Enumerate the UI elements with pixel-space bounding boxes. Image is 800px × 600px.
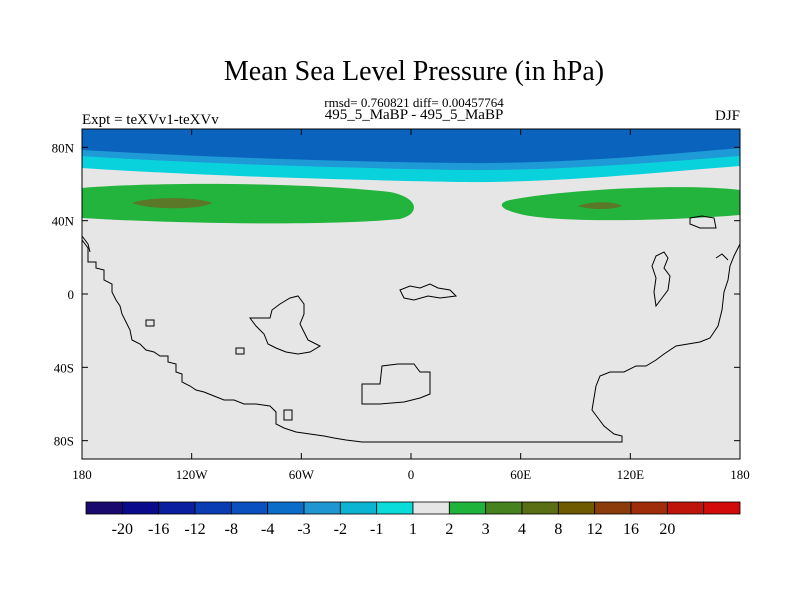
coast-island-1 [145,319,155,327]
coastlines [81,215,741,443]
colorbar-label: -20 [112,521,133,538]
colorbar-swatch [230,501,269,515]
colorbar: -20 -16 -12 -8 -4 -3 -2 -1 1 2 3 4 8 12 16 20 [85,501,741,538]
coast-island-2 [235,347,245,355]
coast-asia-east [651,251,671,308]
x-tick-label: 180 [72,467,92,482]
colorbar-label: -2 [334,521,347,538]
colorbar-swatch [85,501,123,515]
colorbar-swatch [194,501,232,515]
region-asia-core [578,202,622,209]
colorbar-label: -8 [225,521,238,538]
region-arctic-core [82,129,740,164]
colorbar-label: -12 [184,521,205,538]
x-tick-label: 180 [730,467,750,482]
coast-asia-north [689,215,717,229]
coast-island-3 [283,409,293,421]
colorbar-label: 16 [623,521,639,538]
colorbar-swatch [412,501,450,515]
coast-south-pacific [361,363,431,405]
x-tick-label: 60E [510,467,531,482]
coast-africa [249,295,322,355]
colorbar-swatch [666,501,705,515]
y-tick-label: 40S [54,360,74,375]
colorbar-swatch [158,501,196,515]
season-label: DJF [714,108,740,124]
x-tick-label: 120W [176,467,209,482]
region-pacific-high [82,183,414,224]
x-tick-label: 120E [617,467,645,482]
y-tick-label: 40N [52,214,75,229]
chart-title: Mean Sea Level Pressure (in hPa) [223,56,605,87]
region-pacific-core [132,198,212,209]
colorbar-swatch [339,501,378,515]
colorbar-swatch [376,501,414,515]
colorbar-swatch [521,501,559,515]
comparison-label: 495_5_MaBP - 495_5_MaBP [324,107,504,123]
coast-equator-island [399,283,458,301]
colorbar-swatch [594,501,632,515]
colorbar-swatch [121,501,160,515]
colorbar-label: 4 [518,521,526,538]
colorbar-label: -1 [370,521,383,538]
x-tick-label: 0 [408,467,415,482]
map-field [82,129,740,459]
colorbar-label: 20 [659,521,675,538]
colorbar-swatch [303,501,341,515]
coast-north-left [81,235,91,253]
colorbar-label: 12 [587,521,603,538]
colorbar-label: 3 [482,521,490,538]
y-tick-label: 0 [68,287,75,302]
colorbar-swatch [630,501,668,515]
colorbar-swatch [485,501,523,515]
colorbar-swatch [703,501,741,515]
y-tick-label: 80S [54,434,74,449]
stats-text: rmsd= 0.760821 diff= 0.00457764 [324,95,504,110]
axes: 180 120W 60W 0 60E 120E 180 80N 40N 0 40S 80S [52,129,750,482]
colorbar-swatch [557,501,596,515]
colorbar-label: 1 [409,521,417,538]
colorbar-label: 8 [554,521,562,538]
coast-east-edge [715,253,729,261]
colorbar-label: -16 [148,521,169,538]
colorbar-swatch [267,501,305,515]
colorbar-label: 2 [445,521,453,538]
coast-south-america [81,239,741,443]
colorbar-swatch [448,501,487,515]
y-tick-label: 80N [52,140,75,155]
colorbar-label: -3 [297,521,310,538]
colorbar-label: -4 [261,521,274,538]
x-tick-label: 60W [289,467,315,482]
region-asia-high [501,187,740,221]
experiment-label: Expt = teXVv1-teXVv [82,112,219,128]
